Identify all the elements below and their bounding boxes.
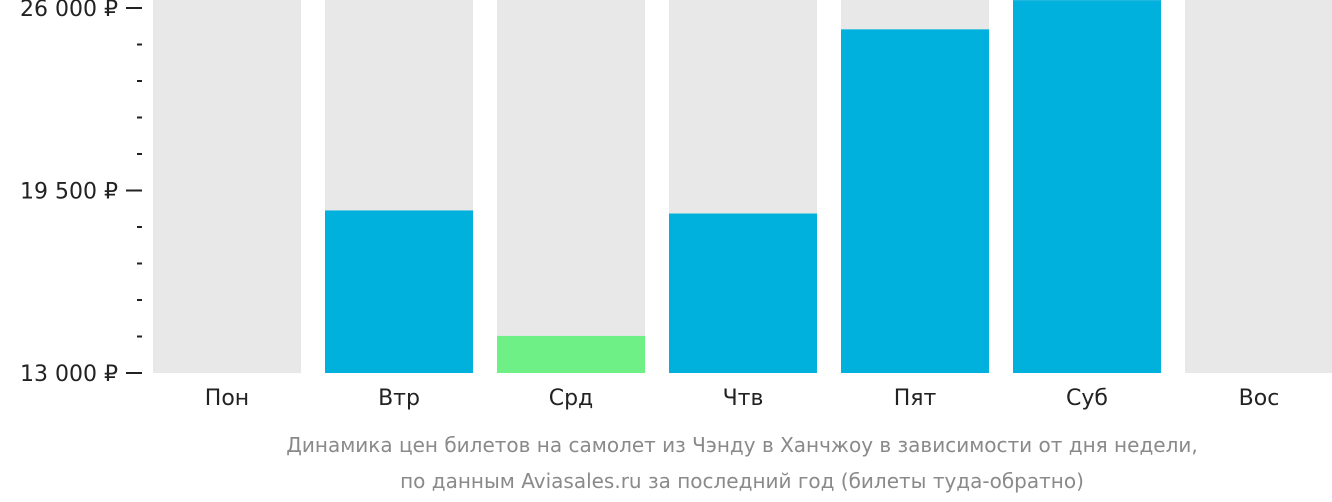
x-tick-label: Пон xyxy=(205,386,249,411)
x-tick-label: Втр xyxy=(378,386,420,411)
x-tick-label: Срд xyxy=(549,386,594,411)
bar-4 xyxy=(669,213,817,373)
bar-3 xyxy=(497,335,645,373)
bar-5 xyxy=(841,29,989,373)
chart-caption-line: Динамика цен билетов на самолет из Чэнду… xyxy=(286,433,1197,457)
bar-2 xyxy=(325,210,473,373)
x-tick-label: Вос xyxy=(1239,386,1280,411)
column-background xyxy=(497,0,645,373)
y-tick-label: 26 000 ₽ xyxy=(20,0,118,22)
bar-6 xyxy=(1013,0,1161,374)
column-background xyxy=(153,0,301,373)
x-tick-label: Пят xyxy=(894,386,937,411)
x-tick-label: Чтв xyxy=(723,386,764,411)
x-tick-label: Суб xyxy=(1066,386,1108,411)
chart-caption-line: по данным Aviasales.ru за последний год … xyxy=(400,469,1084,493)
y-tick-label: 13 000 ₽ xyxy=(20,362,118,387)
column-background xyxy=(1185,0,1332,373)
y-tick-label: 19 500 ₽ xyxy=(20,180,118,205)
